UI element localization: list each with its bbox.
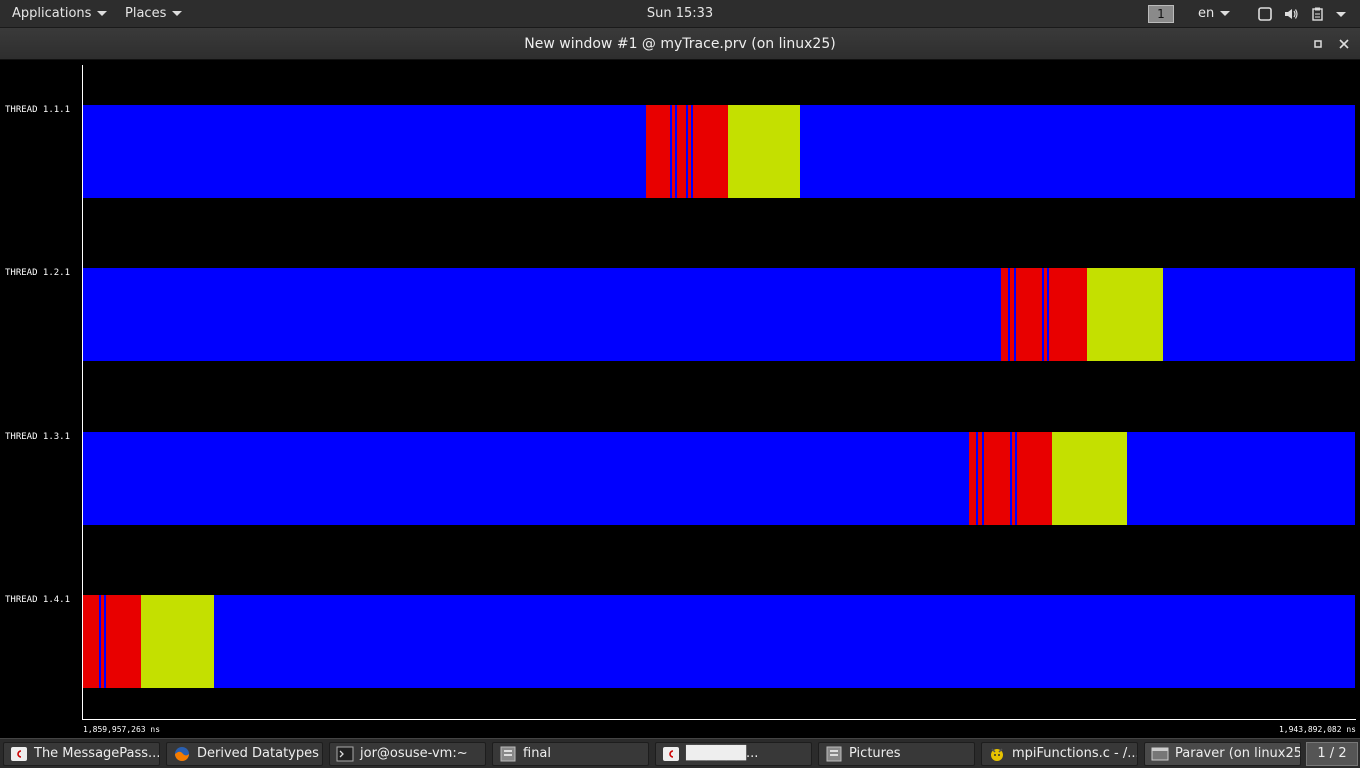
running-segment xyxy=(1042,268,1044,361)
debian-icon xyxy=(11,747,27,761)
close-icon xyxy=(1339,39,1349,49)
time-axis-horizontal xyxy=(82,719,1356,720)
thread-row[interactable] xyxy=(83,432,1355,525)
window-titlebar[interactable]: New window #1 @ myTrace.prv (on linux25) xyxy=(0,28,1360,60)
running-segment xyxy=(976,432,978,525)
file-manager-icon xyxy=(500,746,516,762)
language-label: en xyxy=(1198,6,1215,21)
terminal-icon xyxy=(336,746,354,762)
taskbar-item-label: Derived Datatypes ... xyxy=(197,746,323,761)
chevron-down-icon xyxy=(172,11,183,16)
firefox-icon xyxy=(175,747,189,761)
running-segment xyxy=(670,105,672,198)
taskbar-item[interactable]: jor@osuse-vm:~ xyxy=(329,742,486,766)
trace-timeline[interactable]: THREAD 1.1.1 THREAD 1.2.1 THREAD 1.3.1 T… xyxy=(0,60,1360,738)
system-menu-icon[interactable] xyxy=(1336,12,1346,17)
time-axis-vertical xyxy=(82,65,83,720)
running-segment xyxy=(99,595,101,688)
thread-label: THREAD 1.2.1 xyxy=(5,268,71,278)
maximize-button[interactable] xyxy=(1310,36,1326,52)
taskbar-item-label: The MessagePass... xyxy=(34,746,160,761)
taskbar-item-label: Pictures xyxy=(849,746,901,761)
window-icon xyxy=(1151,747,1169,761)
editor-icon xyxy=(991,748,1003,761)
applications-menu[interactable]: Applications xyxy=(8,0,111,28)
running-segment xyxy=(691,105,693,198)
running-segment xyxy=(1047,268,1049,361)
workspace-indicator[interactable]: 1 xyxy=(1148,5,1174,23)
applications-menu-label: Applications xyxy=(12,6,92,21)
running-segment xyxy=(1008,268,1010,361)
thread-label: THREAD 1.4.1 xyxy=(5,595,71,605)
places-menu-label: Places xyxy=(125,6,167,21)
running-segment xyxy=(1015,432,1017,525)
window-title: New window #1 @ myTrace.prv (on linux25) xyxy=(524,36,836,52)
thread-row[interactable] xyxy=(83,268,1355,361)
taskbar-item[interactable]: ██████... xyxy=(655,742,812,766)
running-segment xyxy=(982,432,984,525)
taskbar-item[interactable]: Derived Datatypes ... xyxy=(166,742,323,766)
taskbar-item[interactable]: Pictures xyxy=(818,742,975,766)
places-menu[interactable]: Places xyxy=(121,0,186,28)
close-button[interactable] xyxy=(1336,36,1352,52)
taskbar-item-label: mpiFunctions.c - /... xyxy=(1012,746,1138,761)
volume-icon[interactable] xyxy=(1284,7,1298,21)
start-time-label: 1,859,957,263 ns xyxy=(83,725,161,734)
top-panel: Applications Places Sun 15:33 1 en xyxy=(0,0,1360,28)
taskbar-item-label: jor@osuse-vm:~ xyxy=(360,746,468,761)
taskbar-item-label: Paraver (on linux25) xyxy=(1175,746,1301,761)
taskbar-item[interactable]: mpiFunctions.c - /... xyxy=(981,742,1138,766)
language-selector[interactable]: en xyxy=(1198,0,1231,28)
taskbar-item[interactable]: final xyxy=(492,742,649,766)
thread-label: THREAD 1.1.1 xyxy=(5,105,71,115)
mpi-call-segment xyxy=(83,595,141,688)
running-segment xyxy=(1014,268,1016,361)
debian-icon xyxy=(663,747,679,761)
taskbar: The MessagePass... Derived Datatypes ...… xyxy=(0,738,1360,768)
chevron-down-icon xyxy=(1220,11,1231,16)
chevron-down-icon xyxy=(97,11,108,16)
taskbar-item-label: final xyxy=(523,746,552,761)
clipboard-icon[interactable] xyxy=(1311,7,1325,21)
thread-label: THREAD 1.3.1 xyxy=(5,432,71,442)
sync-segment xyxy=(141,595,214,688)
sync-segment xyxy=(728,105,800,198)
file-manager-icon xyxy=(826,746,842,762)
thread-row[interactable] xyxy=(83,105,1355,198)
sync-segment xyxy=(1052,432,1127,525)
end-time-label: 1,943,892,082 ns xyxy=(1278,725,1356,734)
maximize-icon xyxy=(1314,40,1322,48)
running-segment xyxy=(675,105,677,198)
sync-segment xyxy=(1087,268,1163,361)
window-switch-icon[interactable] xyxy=(1258,7,1272,21)
taskbar-item[interactable]: The MessagePass... xyxy=(3,742,160,766)
running-segment xyxy=(104,595,106,688)
running-segment xyxy=(686,105,688,198)
running-segment xyxy=(1010,432,1012,525)
thread-row[interactable] xyxy=(83,595,1355,688)
taskbar-item[interactable]: Paraver (on linux25) xyxy=(1144,742,1301,766)
workspace-pager[interactable]: 1 / 2 xyxy=(1306,742,1358,766)
taskbar-item-label: ██████... xyxy=(686,746,759,761)
